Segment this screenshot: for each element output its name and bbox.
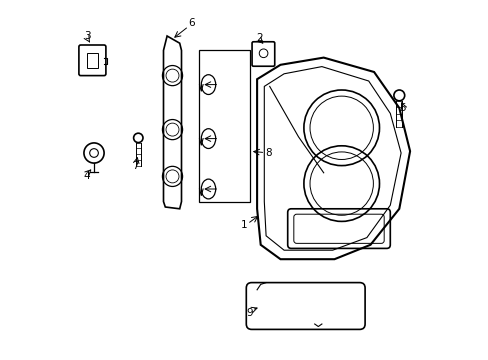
Text: 1: 1 — [241, 220, 247, 230]
Text: 4: 4 — [84, 171, 90, 181]
Bar — [199, 50, 249, 202]
Bar — [87, 53, 98, 68]
Text: 5: 5 — [399, 103, 406, 113]
Text: 7: 7 — [132, 161, 139, 171]
Text: 6: 6 — [188, 18, 195, 28]
Text: 9: 9 — [246, 308, 253, 318]
Text: 3: 3 — [84, 31, 90, 41]
Text: 2: 2 — [256, 33, 263, 43]
Text: 8: 8 — [265, 148, 272, 158]
